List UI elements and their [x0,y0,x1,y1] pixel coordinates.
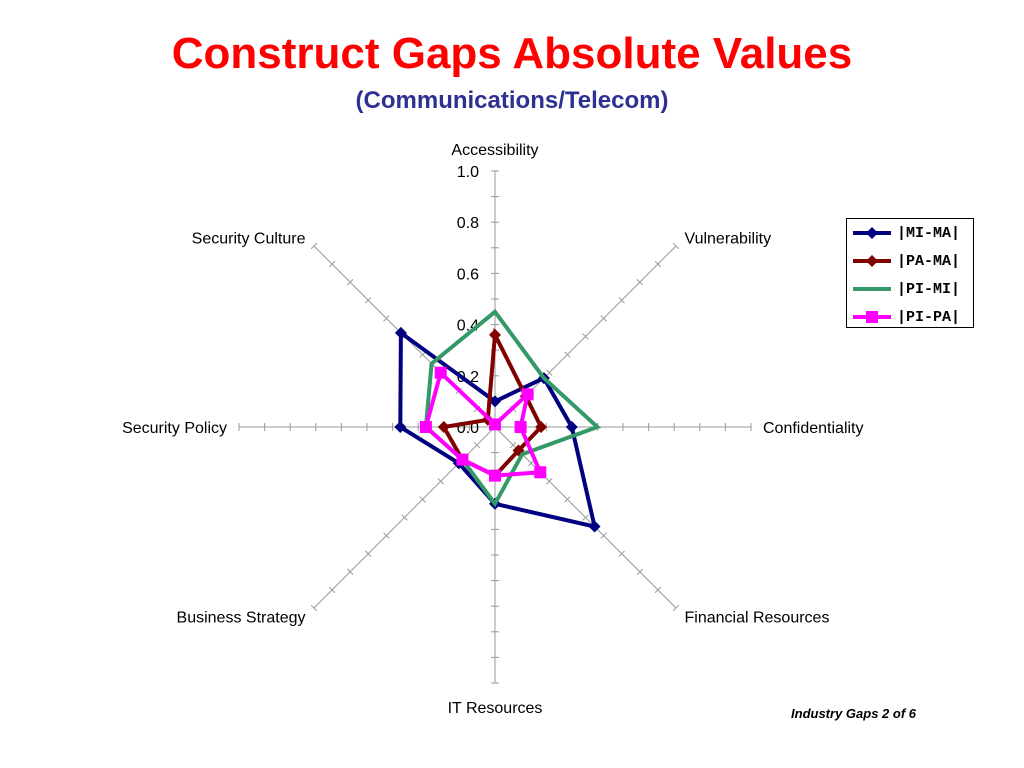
data-point [535,421,548,433]
axis-tick [654,586,662,594]
data-point [437,421,450,433]
legend-swatch [853,287,891,291]
axis-tick [401,514,408,521]
axis-tick [473,441,481,449]
axis-label: Financial Resources [685,610,830,627]
axis-tick [310,242,318,250]
legend-item: |PA-MA| [847,247,973,275]
axis-tick [636,568,643,575]
slide-title: Construct Gaps Absolute Values [171,29,853,78]
axis-label: Vulnerability [685,230,772,247]
axis-tick [347,279,354,286]
axis-tick [437,478,444,485]
axis-tick [419,496,426,503]
axis-tick [328,586,336,594]
axis-label: Security Policy [122,420,227,437]
axis-tick [564,351,571,358]
data-point [588,520,601,533]
legend-swatch [853,311,891,323]
axis-tick [383,315,390,322]
axis-tick [365,550,372,557]
axis-tick [509,441,517,449]
axis-label: Business Strategy [177,610,306,627]
axis-tick [310,604,318,612]
legend-swatch [853,227,891,239]
legend-item: |MI-MA| [847,219,973,247]
axis-tick [546,369,553,376]
axis-tick [582,333,589,340]
axis-tick [618,297,625,304]
axis-label: Confidentiality [763,420,864,437]
radial-tick-label: 0.2 [457,369,479,386]
radial-tick-label: 0.8 [457,215,479,232]
legend-label: |PI-PA| [897,308,961,326]
axis-tick [383,532,390,539]
chart-legend: |MI-MA| |PA-MA| |PI-MI| |PI-PA| [846,218,974,328]
data-point [489,469,501,482]
legend-swatch [853,255,891,267]
axis-label: Accessibility [451,142,538,159]
slide-subtitle: (Communications/Telecom) [355,87,669,114]
data-point [565,421,578,433]
data-point [419,421,432,433]
axis-tick [618,550,625,557]
data-point [489,418,501,431]
axis-tick [564,496,571,503]
axis-tick [672,604,680,612]
axis-tick [365,297,372,304]
data-point [394,421,407,433]
axis-tick [672,242,680,250]
axis-tick [419,351,426,358]
data-point [521,388,534,401]
data-point [434,366,447,379]
axis-tick [528,460,535,467]
radial-tick-label: 0.6 [457,266,479,283]
axis-tick [600,532,607,539]
data-point [394,326,407,339]
legend-label: |PA-MA| [897,252,961,270]
legend-label: |PI-MI| [897,280,961,298]
axis-tick [328,260,336,268]
slide-footer: Industry Gaps 2 of 6 [791,706,916,721]
data-point [489,395,501,408]
data-point [489,328,501,341]
data-point [514,421,527,433]
axis-tick [546,478,553,485]
legend-item: |PI-MI| [847,275,973,303]
data-point [456,453,469,466]
legend-label: |MI-MA| [897,224,961,242]
axis-label: Security Culture [192,230,306,247]
axis-tick [347,568,354,575]
axis-tick [636,279,643,286]
series-line [423,308,602,508]
axis-tick [600,315,607,322]
axis-tick [582,514,589,521]
axis-tick [654,260,662,268]
legend-item: |PI-PA| [847,303,973,331]
radial-tick-label: 1.0 [457,164,479,181]
data-point [534,466,547,479]
axis-label: IT Resources [448,700,543,717]
